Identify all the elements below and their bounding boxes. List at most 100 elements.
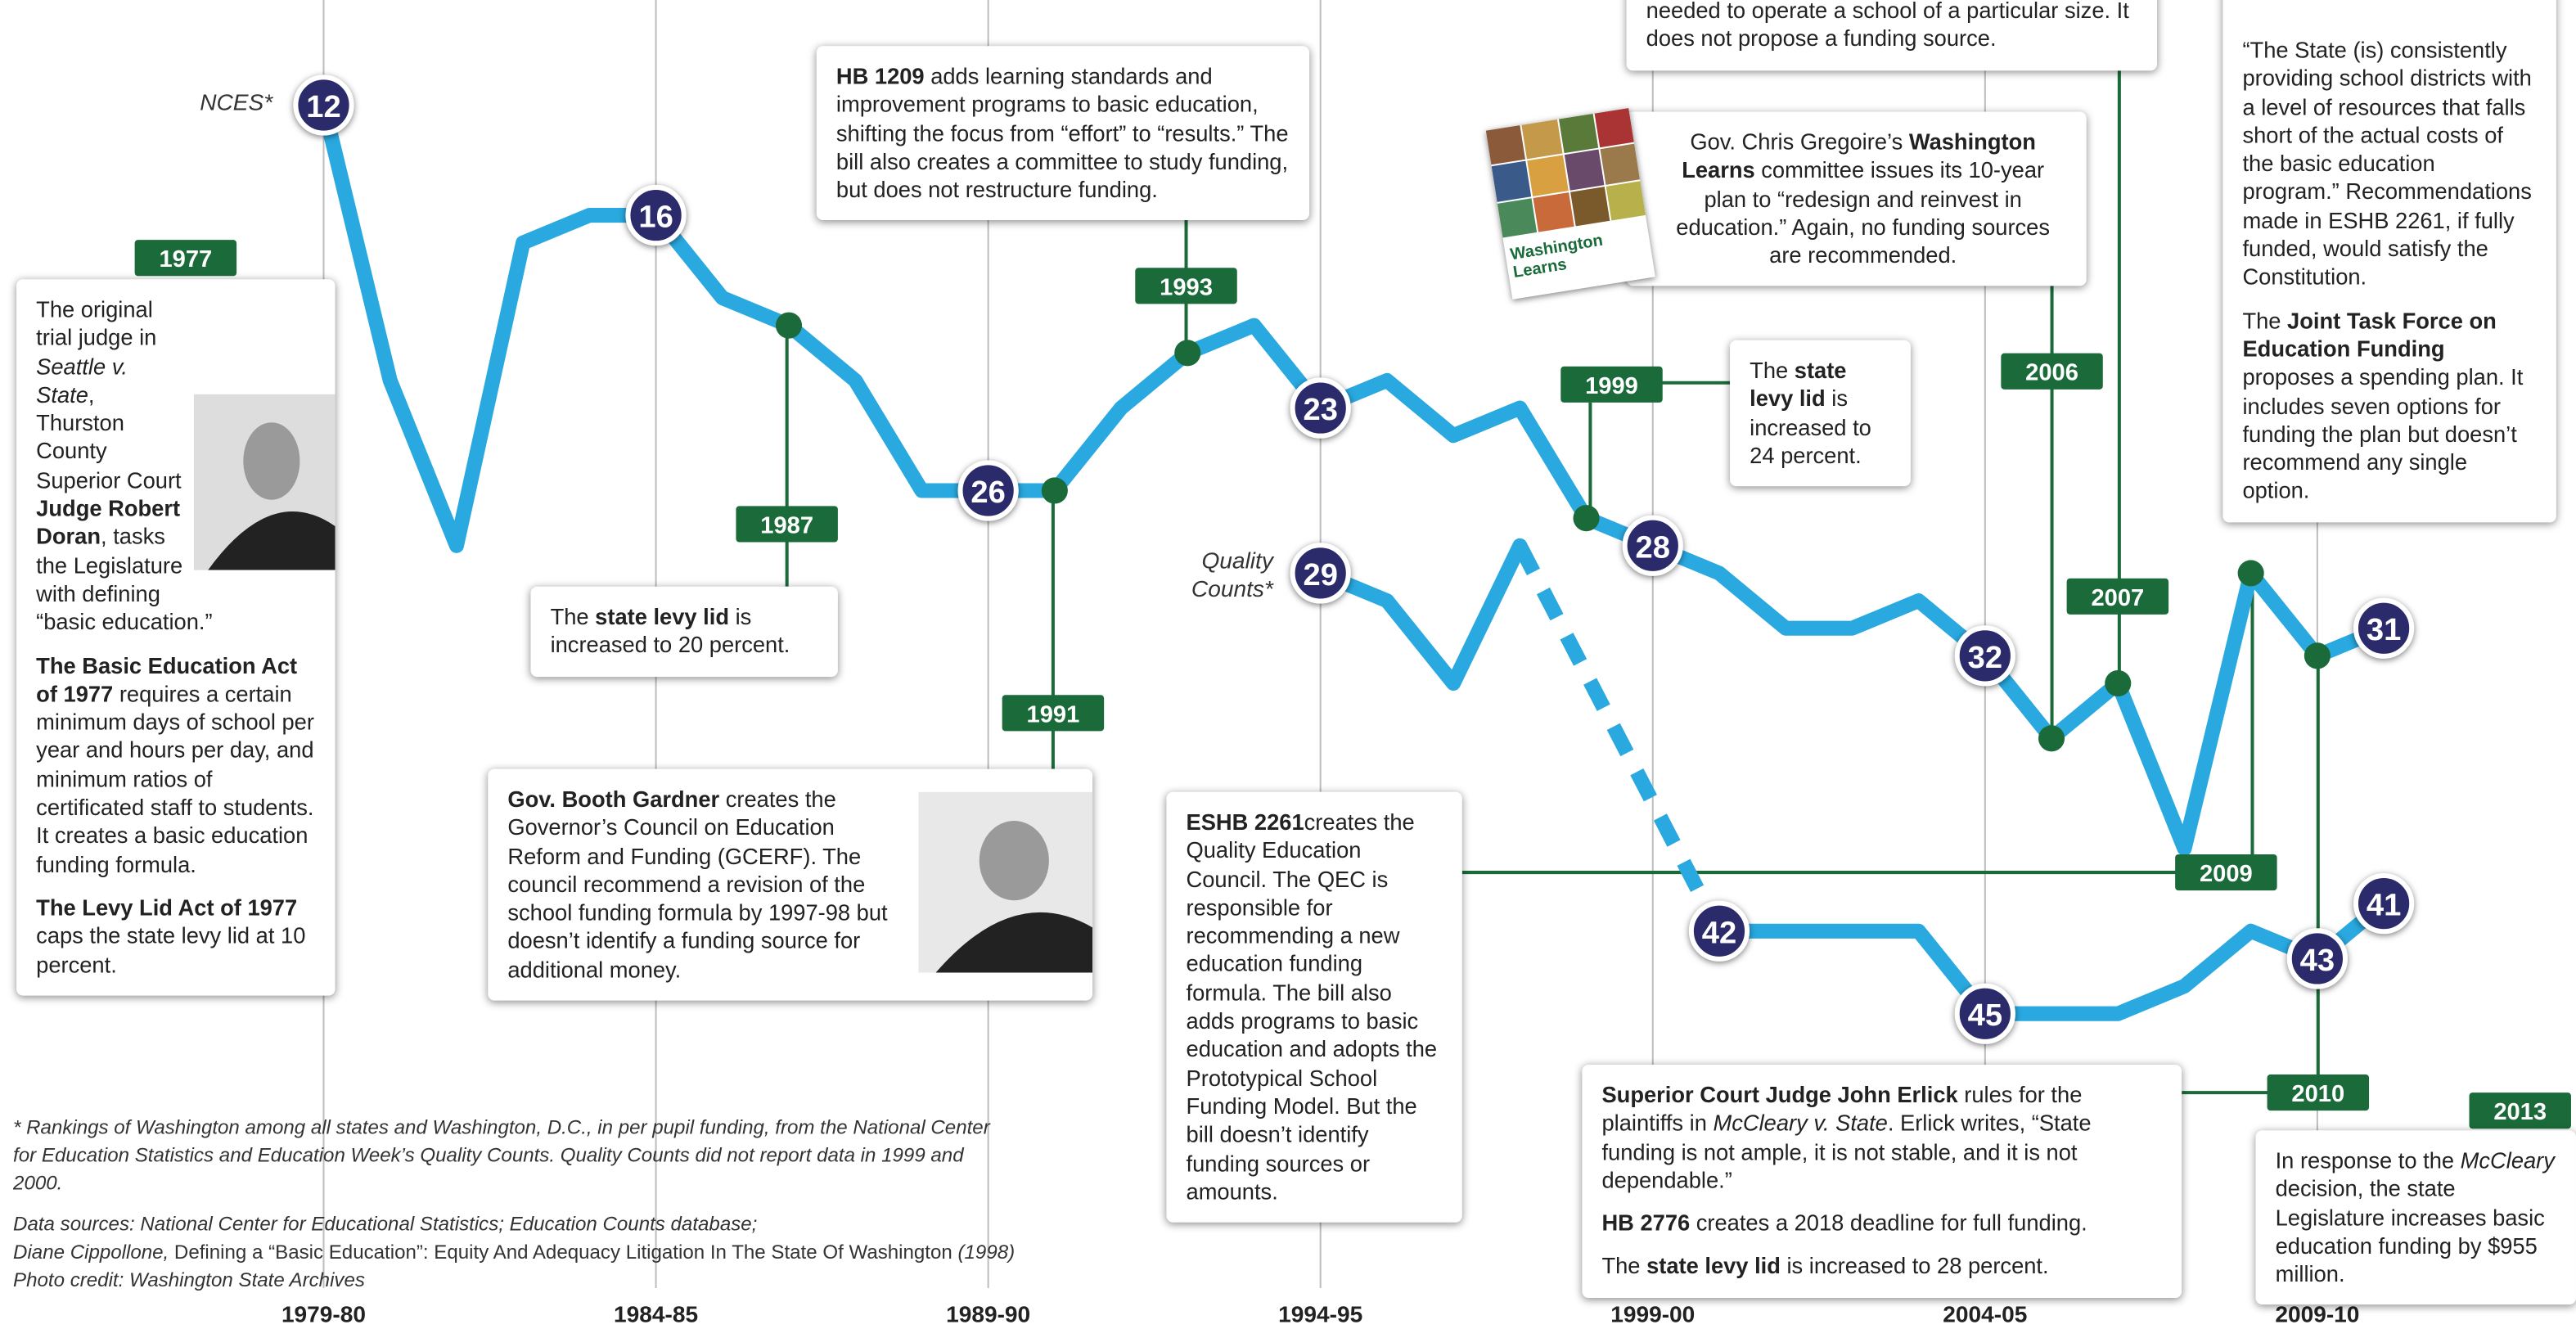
rank-bubble: 31 <box>2356 601 2412 656</box>
event-box: needed to operate a school of a particul… <box>1627 0 2157 70</box>
photo-frame <box>918 792 1092 973</box>
paragraph: The Joint Task Force on Education Fundin… <box>2242 307 2536 506</box>
event-box: In response to the McCleary decision, th… <box>2256 1130 2576 1305</box>
cover-photos <box>1486 108 1646 238</box>
infographic: 1979-801984-851989-901994-951999-002004-… <box>0 0 2576 1327</box>
note: Diane Cippollone, Defining a “Basic Educ… <box>13 1239 1016 1267</box>
text-run: state levy lid <box>595 605 729 629</box>
paragraph: HB 1209 adds learning standards and impr… <box>836 62 1290 205</box>
rank-bubble: 12 <box>295 77 351 133</box>
event-dot <box>1573 505 1599 531</box>
rank-bubble: 23 <box>1293 380 1349 435</box>
event-box: ESHB 2261creates the Quality Education C… <box>1166 792 1461 1223</box>
text-run: The <box>551 605 596 629</box>
year-tag-label: 1993 <box>1160 274 1213 300</box>
text-run: creates a 2018 deadline for full funding… <box>1690 1211 2087 1236</box>
text-run: creates the Quality Education Council. T… <box>1187 810 1438 1205</box>
text-run: The <box>2242 309 2287 333</box>
note: * Rankings of Washington among all state… <box>13 1114 1016 1197</box>
rank-bubble: 41 <box>2356 876 2412 931</box>
year-tag-label: 2006 <box>2025 360 2078 386</box>
event-dot <box>776 313 802 339</box>
cover-tile <box>1528 155 1568 196</box>
cover-tile <box>1533 192 1574 232</box>
cover-tile <box>1497 198 1538 238</box>
report-cover: Washington Learns <box>1486 108 1655 300</box>
text-run: needed to operate a school of a particul… <box>1646 0 2129 52</box>
bubble-label: 41 <box>2367 888 2401 923</box>
cover-tile <box>1558 114 1598 154</box>
event-box: Gov. Booth Gardner creates the Governor’… <box>488 769 1092 1001</box>
paragraph: In response to the McCleary decision, th… <box>2276 1147 2556 1289</box>
event-box: Gov. Chris Gregoire’s Washington Learns … <box>1627 112 2087 287</box>
x-tick-label: 1979-80 <box>281 1302 366 1327</box>
text-run: HB 2776 <box>1601 1211 1690 1236</box>
cover-tile <box>1605 181 1646 221</box>
text-run: Diane Cippollone, <box>13 1241 174 1264</box>
bubble-label: 28 <box>1636 529 1670 565</box>
text-run: ESHB 2261 <box>1187 810 1304 835</box>
cover-tile <box>1492 161 1532 201</box>
event-dot <box>2238 560 2264 586</box>
text-run: proposes a spending plan. It includes se… <box>2242 365 2523 503</box>
text-run: Photo credit: Washington State Archives <box>13 1268 365 1291</box>
text-run: requires a certain minimum days of schoo… <box>36 682 314 876</box>
photo <box>194 394 336 570</box>
bubble-label: 45 <box>1968 998 2002 1033</box>
text-run: The <box>1601 1255 1646 1279</box>
text-run: The Levy Lid Act of 1977 <box>36 895 297 920</box>
year-tag-label: 1991 <box>1027 701 1080 728</box>
text-run: (1998) <box>952 1241 1015 1264</box>
bubble-label: 12 <box>306 89 340 124</box>
text-run: * Rankings of Washington among all state… <box>13 1115 990 1194</box>
x-tick-label: 1984-85 <box>614 1302 698 1327</box>
event-box: Superior Court Judge John Erlick rules f… <box>1582 1065 2182 1298</box>
text-run: Data sources: National Center for Educat… <box>13 1213 757 1236</box>
notes: * Rankings of Washington among all state… <box>13 1114 1016 1295</box>
cover-tile <box>1569 187 1610 227</box>
event-dot <box>2038 725 2065 751</box>
x-tick-label: 2009-10 <box>2275 1302 2359 1327</box>
rank-bubble: 29 <box>1293 545 1349 601</box>
bubble-label: 31 <box>2367 612 2401 647</box>
text-run: Gov. Booth Gardner <box>507 787 719 812</box>
text-run: McCleary v. State <box>1714 1111 1888 1136</box>
photo-frame <box>194 394 336 570</box>
text-run: state levy lid <box>1646 1255 1781 1279</box>
bubble-label: 43 <box>2300 943 2335 978</box>
paragraph: The state levy lid is increased to 28 pe… <box>1601 1253 2162 1282</box>
page: 1979-801984-851989-901994-951999-002004-… <box>0 0 2576 1329</box>
paragraph: The state levy lid is increased to 20 pe… <box>551 603 818 660</box>
note: Data sources: National Center for Educat… <box>13 1211 1016 1239</box>
paragraph: The Basic Education Act of 1977 requires… <box>36 651 315 879</box>
event-dot <box>2304 642 2331 669</box>
text-run: creates the Governor’s Council on Educat… <box>507 787 887 982</box>
bubble-label: 29 <box>1303 557 1337 592</box>
text-run: In response to the <box>2276 1148 2461 1173</box>
rank-bubble: 32 <box>1957 628 2013 683</box>
paragraph: The Levy Lid Act of 1977 caps the state … <box>36 894 315 979</box>
paragraph: Superior Court Judge John Erlick rules f… <box>1601 1081 2162 1195</box>
rank-bubble: 43 <box>2290 930 2345 986</box>
text-run: Superior Court Judge John Erlick <box>1601 1083 1957 1107</box>
bubble-label: 32 <box>1968 640 2002 675</box>
bubble-label: 42 <box>1702 915 1736 950</box>
paragraph: needed to operate a school of a particul… <box>1646 0 2137 53</box>
bubble-label: 16 <box>638 200 673 235</box>
text-run: Seattle v. State <box>36 354 128 408</box>
text-run: Defining a “Basic Education”: Equity And… <box>174 1241 952 1264</box>
paragraph: “The State (is) consistently providing s… <box>2242 36 2536 292</box>
x-tick-label: 2004-05 <box>1943 1302 2027 1327</box>
bubble-label: 23 <box>1303 392 1337 427</box>
paragraph: ESHB 2261creates the Quality Education C… <box>1187 809 1443 1206</box>
x-tick-label: 1989-90 <box>946 1302 1030 1327</box>
cover-tile <box>1564 150 1604 190</box>
cover-tile <box>1522 119 1562 160</box>
event-box: The state levy lid is increased to 20 pe… <box>530 587 837 677</box>
event-box: “The State (is) consistently providing s… <box>2222 0 2556 522</box>
year-tag-label: 2007 <box>2091 585 2144 611</box>
x-tick-label: 1999-00 <box>1610 1302 1695 1327</box>
text-run: Gov. Chris Gregoire’s <box>1690 130 1908 155</box>
text-run: is increased to 28 percent. <box>1781 1255 2049 1279</box>
series-label: Quality Counts* <box>1155 547 1273 603</box>
